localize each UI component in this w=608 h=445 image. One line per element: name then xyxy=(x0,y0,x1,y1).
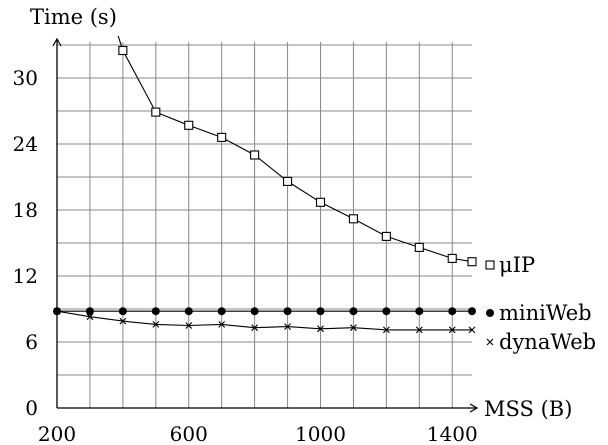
series-layer xyxy=(53,36,477,334)
y-axis-title: Time (s) xyxy=(30,5,117,29)
data-point-cross xyxy=(382,326,390,334)
data-point-cross xyxy=(486,338,494,346)
data-point-cross xyxy=(185,322,193,329)
data-point-square xyxy=(283,176,293,186)
y-tick-label: 6 xyxy=(25,330,38,354)
data-point-square xyxy=(184,120,194,130)
legend-label: miniWeb xyxy=(499,301,592,325)
data-point-cross xyxy=(152,321,160,328)
data-point-cross xyxy=(350,324,357,332)
data-point-dot xyxy=(85,307,94,316)
data-point-dot xyxy=(382,307,391,316)
data-point-square xyxy=(348,214,358,224)
data-point-square xyxy=(485,260,495,270)
data-point-dot xyxy=(250,307,259,316)
legend: μIP miniWeb dynaWeb xyxy=(485,253,596,354)
x-axis-arrow-icon xyxy=(469,403,479,413)
data-point-square xyxy=(315,197,326,207)
data-point-dot xyxy=(448,307,457,316)
data-point-square xyxy=(151,107,161,117)
series-line xyxy=(117,36,473,263)
data-point-cross xyxy=(86,313,94,321)
series-line xyxy=(57,310,472,331)
x-tick-label: 200 xyxy=(38,422,76,445)
series-miniweb xyxy=(53,307,476,316)
y-tick-label: 18 xyxy=(13,198,38,222)
data-point-dot xyxy=(468,307,476,316)
grid xyxy=(57,42,472,408)
data-point-square xyxy=(250,150,260,160)
data-point-cross xyxy=(119,317,127,325)
x-tick-label: 1400 xyxy=(427,422,478,445)
y-tick-label: 24 xyxy=(13,132,38,156)
series-dynaweb xyxy=(53,307,476,334)
axes xyxy=(52,37,479,413)
y-tick-label: 12 xyxy=(13,264,38,288)
data-point-square xyxy=(414,242,424,252)
data-point-dot xyxy=(283,307,292,316)
y-tick-label: 0 xyxy=(25,396,38,420)
data-point-square xyxy=(217,132,227,142)
data-point-cross xyxy=(448,326,456,334)
data-point-cross xyxy=(468,326,476,334)
x-tick-label: 1000 xyxy=(295,422,346,445)
legend-item: μIP xyxy=(485,253,535,277)
x-axis-title: MSS (B) xyxy=(484,397,572,421)
data-point-dot xyxy=(217,307,226,316)
data-point-cross xyxy=(251,324,259,332)
data-point-square xyxy=(447,253,457,263)
legend-item: dynaWeb xyxy=(486,330,596,354)
data-point-cross xyxy=(218,321,226,328)
data-point-dot xyxy=(118,307,127,316)
data-point-square xyxy=(467,257,477,267)
data-point-square xyxy=(381,231,391,241)
data-point-dot xyxy=(316,307,325,316)
x-tick-label: 600 xyxy=(170,422,208,445)
data-point-dot xyxy=(415,307,424,316)
data-point-cross xyxy=(415,326,423,334)
data-point-dot xyxy=(151,307,160,316)
tick-labels: 200 600 1000 1400 0 6 12 18 24 30 xyxy=(13,66,478,445)
data-point-square xyxy=(118,45,128,56)
legend-label: dynaWeb xyxy=(499,330,596,354)
data-point-cross xyxy=(317,325,324,333)
series-uip xyxy=(117,36,477,267)
data-point-dot xyxy=(349,307,358,316)
legend-item: miniWeb xyxy=(486,301,592,325)
data-point-dot xyxy=(486,309,494,317)
data-point-dot xyxy=(184,307,193,316)
y-tick-label: 30 xyxy=(13,66,38,90)
data-point-cross xyxy=(284,323,291,330)
y-axis-arrow-icon xyxy=(52,37,62,47)
legend-label: μIP xyxy=(499,253,535,277)
data-point-cross xyxy=(53,307,61,315)
